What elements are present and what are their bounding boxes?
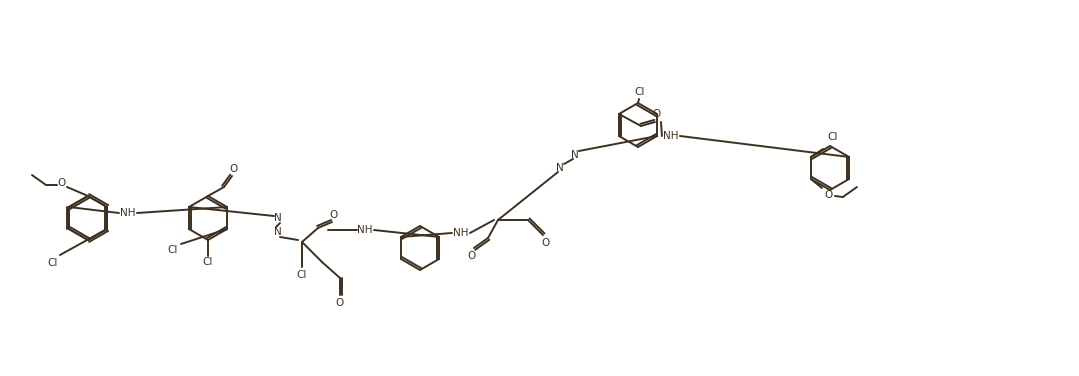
Text: Cl: Cl: [168, 245, 178, 255]
Text: Cl: Cl: [47, 258, 58, 268]
Text: O: O: [230, 164, 238, 174]
Text: N: N: [274, 213, 282, 223]
Text: N: N: [556, 163, 564, 173]
Text: O: O: [468, 251, 476, 261]
Text: O: O: [824, 190, 833, 200]
Text: NH: NH: [357, 225, 372, 235]
Text: Cl: Cl: [297, 270, 308, 280]
Text: NH: NH: [453, 228, 468, 238]
Text: O: O: [330, 210, 338, 220]
Text: O: O: [541, 238, 549, 248]
Text: NH: NH: [664, 131, 679, 141]
Text: N: N: [274, 227, 282, 237]
Text: Cl: Cl: [634, 87, 645, 97]
Text: O: O: [653, 109, 661, 119]
Text: Cl: Cl: [828, 132, 838, 142]
Text: O: O: [58, 178, 66, 188]
Text: N: N: [571, 150, 578, 160]
Text: Cl: Cl: [203, 257, 214, 267]
Text: O: O: [336, 298, 344, 308]
Text: NH: NH: [120, 208, 136, 218]
